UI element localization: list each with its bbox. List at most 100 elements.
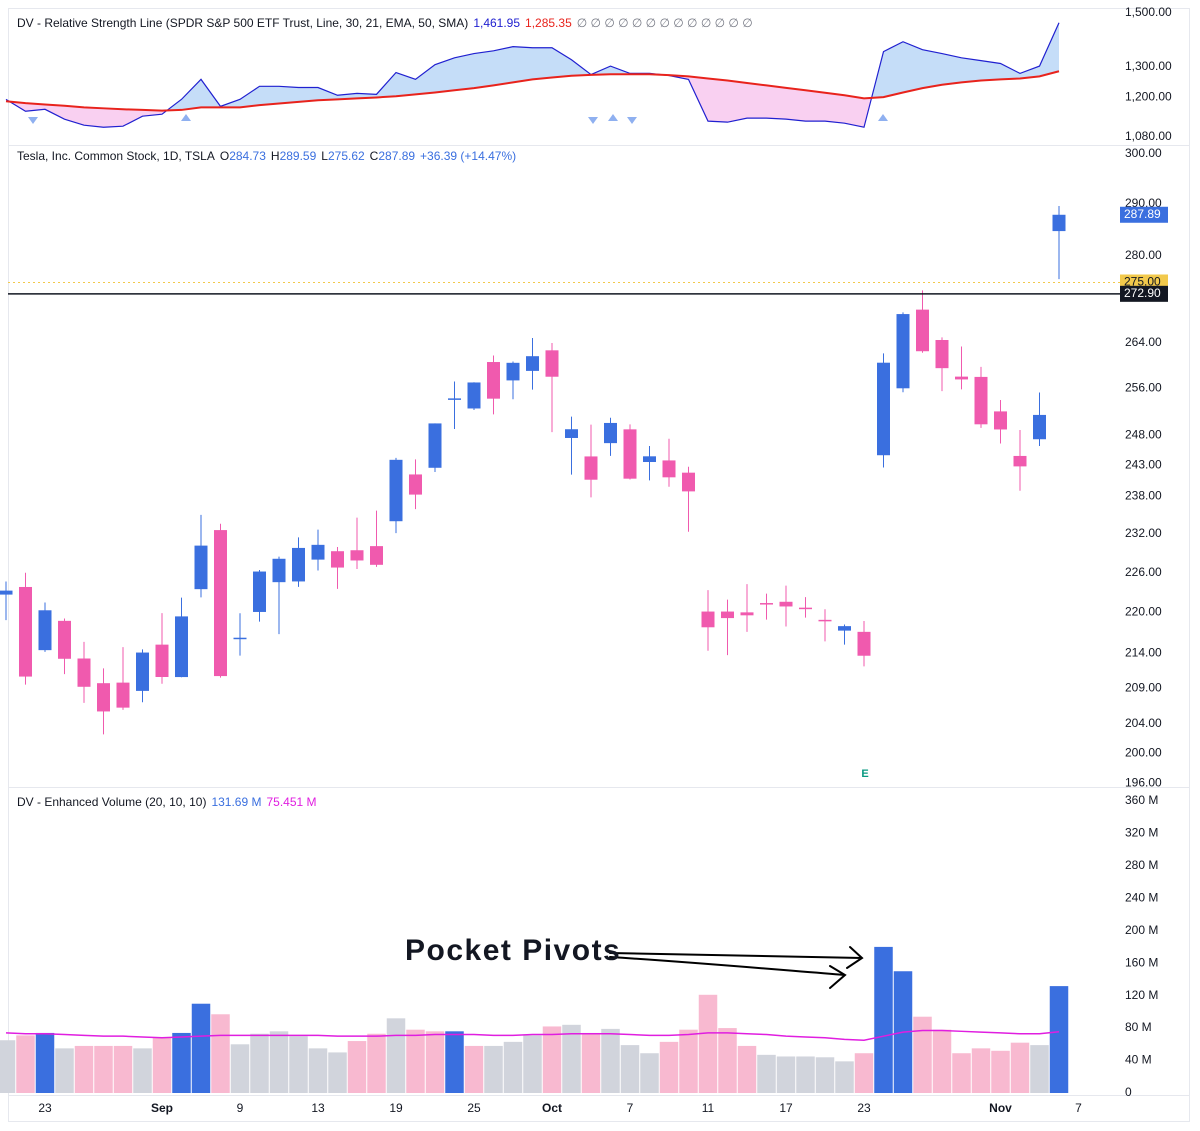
y-tick-label: 209.00 (1125, 680, 1162, 694)
volume-bar (542, 1026, 562, 1093)
candle-body (389, 459, 403, 522)
frame (8, 8, 1190, 1122)
ohlc-value: 289.59 (279, 149, 317, 163)
candle-body (526, 356, 539, 371)
annotation-arrows (609, 946, 864, 989)
volume-bar (425, 1031, 445, 1093)
y-tick-label: 226.00 (1125, 565, 1162, 579)
x-tick-label: Oct (542, 1101, 562, 1115)
y-tick-label: 320 M (1125, 825, 1158, 839)
y-tick-label: 243.00 (1125, 458, 1162, 472)
candle-body (97, 683, 110, 712)
volume-bar (464, 1045, 484, 1093)
arrow (609, 956, 847, 989)
y-tick-label: 264.00 (1125, 335, 1162, 349)
volume-bar (211, 1014, 230, 1093)
candle-body (1052, 214, 1066, 232)
candle-body (214, 530, 227, 677)
candle-body (38, 610, 52, 651)
volume-bar (133, 1048, 152, 1093)
volume-bar (581, 1032, 601, 1093)
x-tick-label: 19 (389, 1101, 403, 1115)
signal-up (878, 114, 888, 121)
y-tick-label: 360 M (1125, 793, 1158, 807)
legend-value: 1,285.35 (525, 16, 572, 30)
last-price-label: 287.89 (1124, 207, 1161, 221)
annotation: Pocket Pivots (405, 934, 621, 967)
y-tick-label: 0 (1125, 1085, 1132, 1099)
price-header: Tesla, Inc. Common Stock, 1D, TSLA O284.7… (17, 149, 521, 163)
volume-bar (523, 1035, 542, 1093)
x-tick-label: 9 (237, 1101, 244, 1115)
volume-bar (191, 1003, 211, 1093)
candle-body (1033, 414, 1046, 440)
volume-bar (55, 1048, 74, 1093)
volume-bar (640, 1053, 659, 1093)
volume-bar (367, 1033, 386, 1093)
y-tick-label: 214.00 (1125, 645, 1162, 659)
candle-body (779, 601, 793, 607)
y-tick-label: 300.00 (1125, 146, 1162, 160)
volume-bar (35, 1032, 55, 1093)
candle-body (799, 607, 812, 610)
ohlc-label: L (321, 149, 328, 163)
y-tick-label: 80 M (1125, 1020, 1152, 1034)
candle-body (77, 658, 91, 687)
candle-body (428, 423, 442, 468)
panel-title: DV - Enhanced Volume (20, 10, 10) (17, 795, 207, 809)
volume-bar (0, 1040, 16, 1093)
volume-bar (172, 1032, 191, 1093)
volume-bar (386, 1018, 406, 1093)
candle-body (272, 558, 286, 583)
series-line (5, 22, 1060, 128)
volume-bar (796, 1056, 815, 1093)
candle-body (974, 376, 988, 425)
y-tick-label: 256.00 (1125, 381, 1162, 395)
volume-bar (757, 1054, 776, 1093)
change-label: +36.39 (+14.47%) (420, 149, 517, 163)
volume-bar (620, 1045, 640, 1093)
y-tick-label: 196.00 (1125, 775, 1162, 789)
candle-body (0, 590, 13, 595)
candle-body (506, 362, 520, 381)
x-tick-label: Nov (989, 1101, 1012, 1115)
volume-bar (698, 994, 718, 1093)
volume-bar (659, 1041, 679, 1093)
y-tick-label: 120 M (1125, 988, 1158, 1002)
ohlc-label: O (219, 149, 230, 163)
x-tick-label: 25 (467, 1101, 481, 1115)
volume-bar (16, 1035, 35, 1093)
candle-body (877, 362, 890, 456)
price-badge-label: 272.90 (1124, 286, 1161, 300)
candle-body (623, 429, 637, 479)
x-tick-label: 13 (311, 1101, 325, 1115)
y-tick-label: 248.00 (1125, 427, 1162, 441)
volume-bar (289, 1036, 308, 1093)
x-tick-label: 7 (627, 1101, 634, 1115)
volume-bar (952, 1053, 971, 1093)
candle-body (701, 611, 715, 628)
volume-bar (991, 1050, 1010, 1093)
volume-bar (601, 1028, 620, 1093)
legend-value: 75.451 M (266, 795, 317, 809)
candle-body (662, 460, 676, 478)
volume-bar (230, 1044, 250, 1093)
legend-value: 1,461.95 (473, 16, 521, 30)
y-tick-label: 220.00 (1125, 605, 1162, 619)
last-price-badge (1120, 206, 1168, 223)
y-tick-label: 290.00 (1125, 196, 1162, 210)
candle-body (331, 551, 344, 568)
candle-body (1013, 455, 1027, 467)
candle-body (233, 637, 247, 640)
arrow (609, 946, 864, 969)
candle-body (818, 619, 832, 622)
volume-bar (328, 1052, 347, 1093)
y-tick-label: 280 M (1125, 858, 1158, 872)
panel-title: DV - Relative Strength Line (SPDR S&P 50… (17, 16, 469, 30)
candle-body (253, 571, 266, 612)
signal-down (627, 117, 637, 124)
candle-body (994, 411, 1007, 430)
y-tick-label: 1,500.00 (1125, 5, 1172, 19)
volume-bar (113, 1045, 133, 1093)
x-tick-label: Sep (151, 1101, 173, 1115)
